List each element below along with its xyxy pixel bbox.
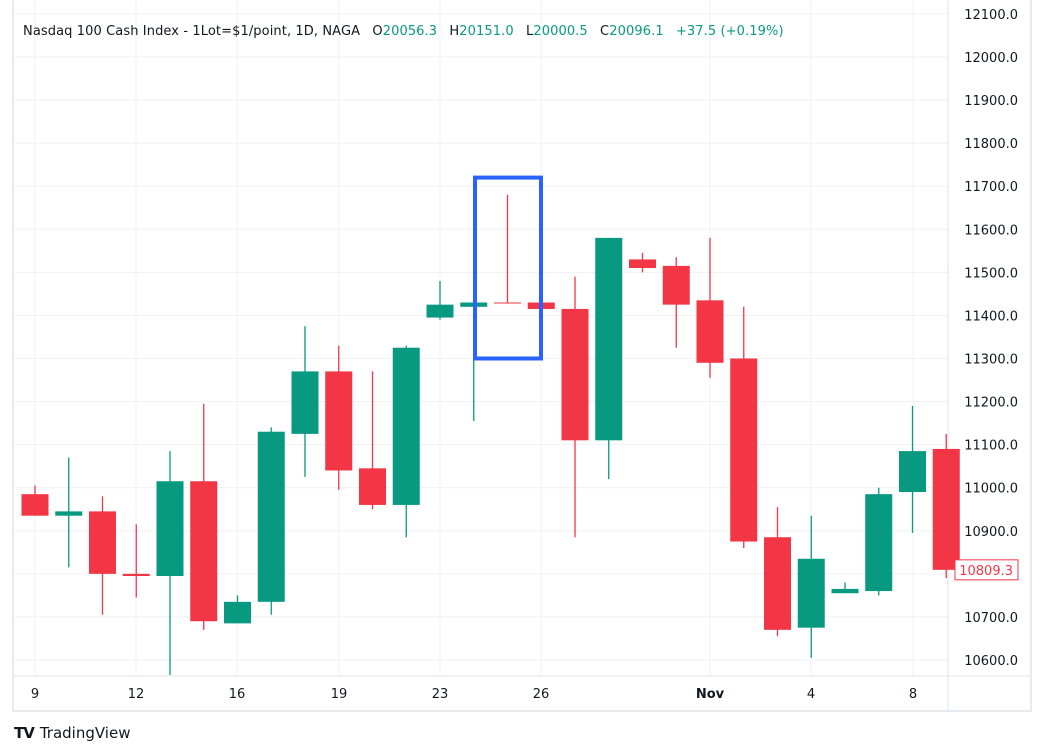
price-tick: 11400.0 <box>964 309 1018 324</box>
low-value: 20000.5 <box>533 24 588 39</box>
change-value: +37.5 (+0.19%) <box>675 24 784 39</box>
time-tick: 4 <box>807 687 815 702</box>
candle <box>696 237 724 378</box>
price-tick: 11200.0 <box>964 396 1018 411</box>
price-tick: 10600.0 <box>964 654 1018 669</box>
candle <box>595 237 623 480</box>
brand-name: TradingView <box>39 724 131 742</box>
close-value: 20096.1 <box>609 24 664 39</box>
low-label: L <box>526 24 534 39</box>
high-value: 20151.0 <box>459 24 514 39</box>
price-tick: 11600.0 <box>964 223 1018 238</box>
price-axis[interactable]: 12100.0 12000.0 11900.0 11800.0 11700.0 11600… <box>954 8 1019 669</box>
price-tick: 11800.0 <box>964 137 1018 152</box>
candle <box>865 487 893 596</box>
candle <box>730 306 758 548</box>
candle <box>561 276 589 538</box>
candle <box>190 403 218 630</box>
price-tick: 11500.0 <box>964 266 1018 281</box>
candle <box>932 433 960 579</box>
tradingview-logo-icon: TV <box>14 724 35 742</box>
candle <box>224 595 251 624</box>
candle <box>291 326 319 477</box>
open-label: O <box>372 24 383 39</box>
chart-legend: Nasdaq 100 Cash Index - 1Lot=$1/point, 1… <box>23 24 784 39</box>
candles <box>21 194 960 676</box>
symbol-title: Nasdaq 100 Cash Index - 1Lot=$1/point, 1… <box>23 24 361 39</box>
price-tick: 10700.0 <box>964 611 1018 626</box>
candle <box>764 507 791 637</box>
time-tick: 19 <box>331 687 348 702</box>
candlestick-chart[interactable]: 12100.0 12000.0 11900.0 11800.0 11700.0 11600… <box>0 0 1044 712</box>
time-tick: Nov <box>696 687 725 702</box>
candle <box>392 345 420 538</box>
highlight-rectangle[interactable] <box>473 175 543 361</box>
candle <box>55 457 83 568</box>
open-value: 20056.3 <box>382 24 438 39</box>
time-tick: 26 <box>533 687 550 702</box>
candle <box>831 582 859 594</box>
tradingview-branding[interactable]: TV TradingView <box>14 724 130 742</box>
time-tick: 12 <box>128 687 145 702</box>
high-label: H <box>449 24 460 39</box>
chart-frame <box>12 0 1032 712</box>
price-tick: 11100.0 <box>964 439 1018 454</box>
grid-lines <box>14 0 1030 712</box>
price-tick: 12100.0 <box>964 8 1018 23</box>
time-axis[interactable]: 9 12 16 19 23 26 Nov 4 8 <box>31 687 917 702</box>
candle <box>662 257 690 348</box>
candle <box>21 485 49 516</box>
highlight-box <box>473 175 543 361</box>
candle <box>359 371 386 510</box>
price-tick: 11700.0 <box>964 180 1018 195</box>
time-tick: 9 <box>31 687 39 702</box>
candle <box>89 496 116 615</box>
price-tick: 12000.0 <box>964 51 1018 66</box>
time-tick: 8 <box>909 687 917 702</box>
price-tick: 11900.0 <box>964 94 1018 109</box>
candle <box>426 280 454 320</box>
price-tick: 11000.0 <box>964 482 1018 497</box>
last-price-label: 10809.3 <box>959 564 1013 579</box>
candle <box>257 427 285 615</box>
last-price-badge <box>954 559 1019 581</box>
candle <box>325 345 353 490</box>
time-tick: 23 <box>432 687 449 702</box>
candle <box>797 515 825 658</box>
price-tick: 10900.0 <box>964 525 1018 540</box>
time-tick: 16 <box>229 687 246 702</box>
candle <box>899 405 926 533</box>
candle <box>156 451 184 676</box>
candle <box>122 524 150 598</box>
close-label: C <box>600 24 610 39</box>
price-tick: 11300.0 <box>964 352 1018 367</box>
candle <box>629 252 656 273</box>
candle <box>494 194 521 304</box>
